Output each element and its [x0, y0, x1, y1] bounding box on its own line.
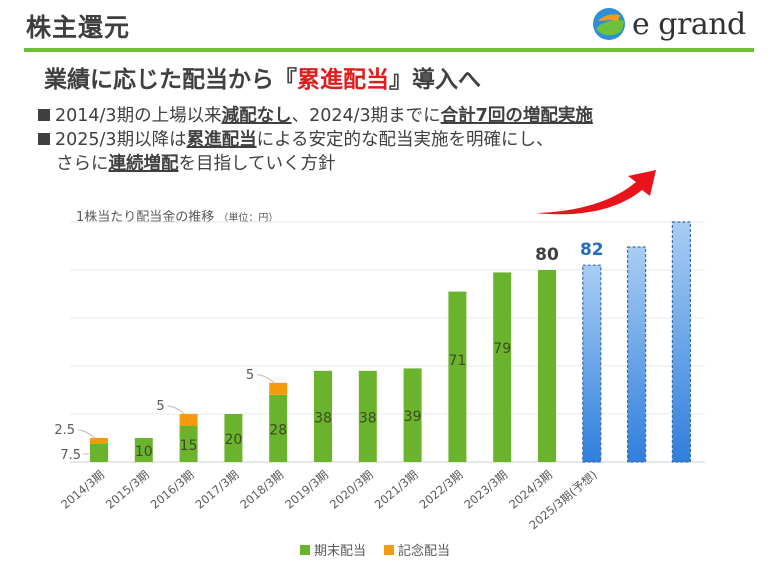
bars — [90, 221, 692, 463]
chart-unit-note: （単位：円） — [218, 213, 279, 224]
x-tick-label: 2017/3期 — [193, 468, 242, 512]
bar-future-trend — [626, 246, 647, 463]
chart-title-text: 1株当たり配当金の推移 — [76, 210, 215, 225]
x-tick-label: 2021/3期 — [372, 468, 421, 512]
bar-future-trend — [671, 221, 692, 463]
data-label-commemorative: 5 — [246, 368, 254, 383]
bullet-emphasis: 減配なし — [221, 106, 292, 126]
x-tick-label: 2020/3期 — [327, 468, 376, 512]
data-label-regular: 7.5 — [60, 448, 81, 463]
data-label-regular: 38 — [314, 410, 332, 426]
bullet-text: 2025/3期以降は — [55, 130, 187, 150]
company-logo: e grand — [592, 4, 746, 44]
bullet-text: さらに — [56, 154, 109, 174]
data-labels: 7.5 2.5 10 15 5 20 28 5 38 38 39 71 79 80 82 — [54, 240, 603, 463]
bar-regular-dividend — [403, 368, 422, 462]
headline-pre: 業績に応じた配当から『 — [44, 67, 297, 93]
chart-title: 1株当たり配当金の推移 （単位：円） — [76, 206, 278, 225]
bar-regular-dividend — [90, 444, 108, 462]
bar-regular-dividend — [538, 270, 556, 462]
data-label-commemorative: 2.5 — [54, 423, 75, 438]
bullet-emphasis: 合計7回の増配実施 — [440, 106, 593, 126]
x-tick-label: 2016/3期 — [148, 468, 197, 512]
data-label-regular: 39 — [404, 409, 422, 425]
bar-regular-dividend — [448, 291, 467, 462]
data-label-regular: 38 — [359, 410, 377, 426]
x-tick-label: 2023/3期 — [461, 468, 510, 512]
bar-commemorative-dividend — [90, 438, 108, 444]
headline: 業績に応じた配当から『累進配当』導入へ — [44, 60, 481, 94]
headline-highlight: 累進配当 — [297, 67, 389, 93]
bar-regular-dividend — [493, 272, 512, 462]
chart-legend: 期末配当 記念配当 — [300, 540, 450, 559]
legend-item-commemorative: 記念配当 — [384, 540, 450, 559]
legend-label: 記念配当 — [398, 544, 451, 559]
label-leader-line — [167, 405, 185, 415]
bar-regular-dividend — [179, 426, 198, 462]
data-label-total: 80 — [535, 245, 559, 265]
x-tick-label: 2018/3期 — [237, 468, 286, 512]
legend-swatch-orange — [384, 544, 395, 555]
bullet-list: 2014/3期の上場以来減配なし、2024/3期までに合計7回の増配実施 202… — [38, 104, 593, 176]
bullet-emphasis: 連続増配 — [108, 154, 179, 174]
logo-globe-icon — [593, 8, 625, 40]
bar-regular-dividend — [134, 438, 153, 462]
label-leader-line — [257, 374, 275, 384]
data-label-regular: 71 — [448, 353, 466, 369]
label-leader-line — [77, 429, 96, 439]
bullet-item: 2014/3期の上場以来減配なし、2024/3期までに合計7回の増配実施 — [38, 104, 593, 128]
data-label-regular: 15 — [180, 438, 198, 454]
bullet-item: 2025/3期以降は累進配当による安定的な配当実施を明確にし、 — [38, 128, 593, 152]
x-tick-label: 2015/3期 — [103, 468, 152, 512]
bullet-square-icon — [38, 133, 50, 145]
bar-regular-dividend — [224, 414, 243, 462]
bullet-text: を目指していく方針 — [178, 154, 336, 174]
section-title: 株主還元 — [26, 13, 131, 42]
bar-forecast — [582, 264, 602, 463]
data-label-regular: 20 — [224, 432, 242, 448]
data-label-regular: 28 — [269, 422, 287, 438]
bar-commemorative-dividend — [269, 382, 288, 395]
bullet-text: 、2024/3期までに — [291, 106, 441, 126]
bar-regular-dividend — [358, 370, 377, 462]
legend-swatch-green — [300, 544, 310, 555]
gridlines — [70, 221, 705, 463]
data-label-regular: 79 — [493, 341, 511, 357]
bullet-text: 2014/3期の上場以来 — [55, 106, 222, 126]
data-label-total: 82 — [580, 240, 604, 260]
growth-arrow-icon — [536, 170, 656, 215]
bar-commemorative-dividend — [179, 414, 198, 426]
data-label-commemorative: 5 — [156, 399, 164, 414]
bullet-text: による安定的な配当実施を明確にし、 — [256, 130, 554, 150]
legend-item-regular: 期末配当 — [300, 540, 366, 559]
bullet-continuation: さらに連続増配を目指していく方針 — [38, 152, 593, 176]
logo-text: e grand — [632, 6, 746, 42]
bar-regular-dividend — [314, 370, 332, 462]
headline-post: 』導入へ — [389, 67, 481, 93]
bullet-square-icon — [38, 109, 50, 121]
x-axis-ticks: 2014/3期2015/3期2016/3期2017/3期2018/3期2019/… — [58, 468, 600, 533]
x-tick-label: 2019/3期 — [282, 468, 331, 512]
legend-label: 期末配当 — [314, 544, 367, 559]
header-divider — [24, 48, 754, 52]
bar-regular-dividend — [269, 394, 288, 462]
data-label-regular: 10 — [135, 444, 153, 460]
bullet-emphasis: 累進配当 — [186, 130, 257, 150]
x-tick-label: 2014/3期 — [58, 468, 107, 512]
x-tick-label: 2022/3期 — [417, 468, 466, 512]
